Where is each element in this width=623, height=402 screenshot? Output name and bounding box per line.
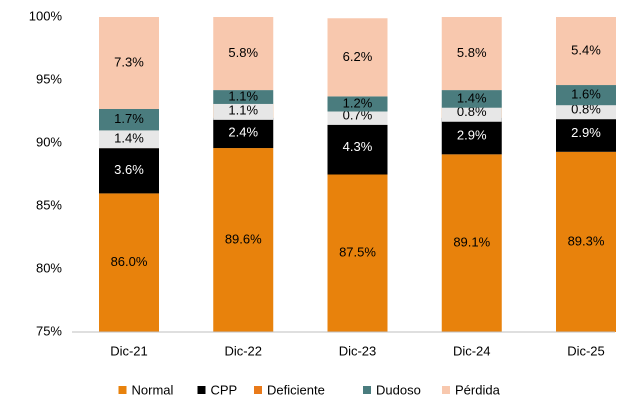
legend-label: CPP xyxy=(211,382,238,397)
data-label: 5.4% xyxy=(571,42,601,57)
x-tick-label: Dic-23 xyxy=(339,343,377,358)
bar-segment xyxy=(99,148,159,194)
legend-swatch xyxy=(442,386,450,394)
data-label: 2.4% xyxy=(228,124,258,139)
data-label: 1.4% xyxy=(457,90,487,105)
label-background xyxy=(213,101,274,120)
data-label: 7.3% xyxy=(114,54,144,69)
legend-label: Deficiente xyxy=(267,382,325,397)
bar-segment xyxy=(327,18,388,97)
label-background xyxy=(556,101,616,120)
data-label: 1.7% xyxy=(114,111,144,126)
bar-segment xyxy=(213,148,274,332)
data-label: 6.2% xyxy=(343,49,373,64)
bar-segment xyxy=(441,117,502,155)
data-label: 1.2% xyxy=(343,95,373,110)
bar-segment xyxy=(327,174,388,332)
y-tick-label: 100% xyxy=(29,8,63,23)
data-label: 87.5% xyxy=(339,245,376,260)
label-background xyxy=(441,103,502,122)
x-tick-label: Dic-24 xyxy=(453,343,491,358)
bar-segment xyxy=(99,193,159,332)
bar-segment xyxy=(556,85,616,106)
data-label: 86.0% xyxy=(111,254,148,269)
data-label: 5.8% xyxy=(228,45,258,60)
y-tick-label: 95% xyxy=(36,71,62,86)
legend-swatch xyxy=(118,386,127,394)
data-label: 0.8% xyxy=(571,102,601,117)
bar-segment xyxy=(213,117,274,149)
data-label: 1.1% xyxy=(228,88,258,103)
x-tick-label: Dic-21 xyxy=(110,343,148,358)
bar-segment xyxy=(556,115,616,152)
label-background xyxy=(99,130,159,149)
x-tick-label: Dic-25 xyxy=(567,343,605,358)
data-label: 3.6% xyxy=(114,162,144,177)
data-label: 1.1% xyxy=(228,102,258,117)
legend-label: Normal xyxy=(132,382,174,397)
data-label: 89.3% xyxy=(568,233,605,248)
data-label: 1.4% xyxy=(114,131,144,146)
bar-segment xyxy=(441,90,502,108)
data-label: 0.8% xyxy=(457,104,487,119)
y-tick-label: 85% xyxy=(36,197,62,212)
bar-segment xyxy=(327,96,388,112)
legend-swatch xyxy=(254,386,262,394)
data-label: 89.6% xyxy=(225,231,262,246)
bar-segment xyxy=(556,151,616,332)
bar-segment xyxy=(213,17,274,91)
legend-swatch xyxy=(197,386,206,394)
legend-label: Dudoso xyxy=(376,382,421,397)
legend-label: Pérdida xyxy=(455,382,501,397)
y-tick-label: 90% xyxy=(36,134,62,149)
data-label: 2.9% xyxy=(457,128,487,143)
data-label: 5.8% xyxy=(457,45,487,60)
data-label: 4.3% xyxy=(343,139,373,154)
x-tick-label: Dic-22 xyxy=(224,343,262,358)
bar-segment xyxy=(441,154,502,332)
bar-segment xyxy=(99,108,159,131)
data-label: 2.9% xyxy=(571,125,601,140)
legend-swatch xyxy=(363,386,371,394)
bar-segment xyxy=(327,120,388,175)
bar-segment xyxy=(556,17,616,86)
data-label: 89.1% xyxy=(453,235,490,250)
bar-segment xyxy=(441,17,502,91)
bar-segment xyxy=(99,17,159,109)
bar-segment xyxy=(213,90,274,104)
y-tick-label: 80% xyxy=(36,260,62,275)
y-tick-label: 75% xyxy=(36,323,62,338)
data-label: 1.6% xyxy=(571,87,601,102)
